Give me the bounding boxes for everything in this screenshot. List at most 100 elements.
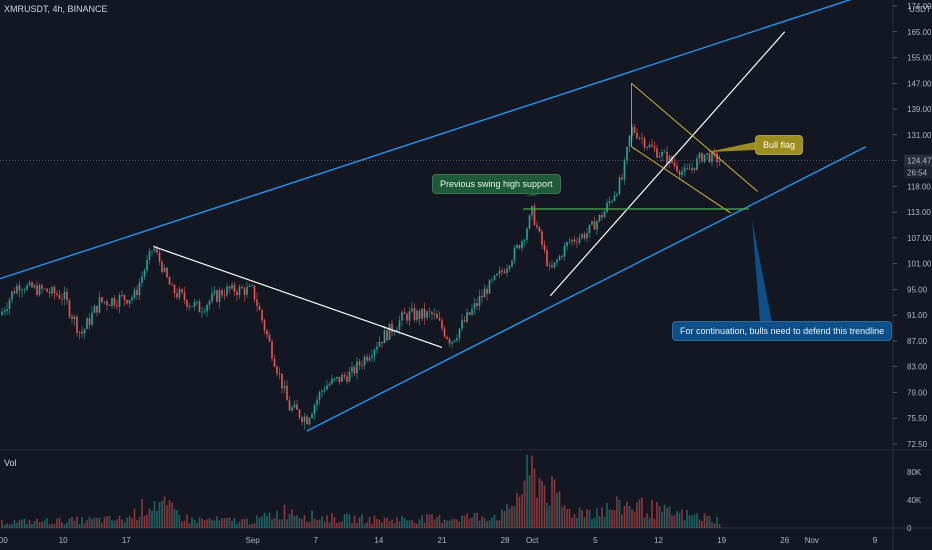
candle-body xyxy=(706,153,708,155)
volume-bar xyxy=(438,514,441,528)
candle-body xyxy=(323,389,326,391)
volume-bar xyxy=(243,519,246,528)
volume-bar xyxy=(228,517,231,528)
candle-body xyxy=(441,320,443,329)
candle-body xyxy=(626,146,628,161)
candle-body xyxy=(583,234,586,239)
price-tick-label: 101.00 xyxy=(907,260,932,269)
prev-swing-callout: Previous swing high support xyxy=(432,174,561,194)
candle-body xyxy=(298,409,301,418)
candle-body xyxy=(638,137,641,139)
volume-bar xyxy=(638,499,641,528)
candle-body xyxy=(648,144,651,148)
volume-bar xyxy=(508,508,511,528)
candle-body xyxy=(541,231,543,245)
volume-bar xyxy=(488,520,491,528)
candle-body xyxy=(228,286,231,289)
volume-bar xyxy=(251,523,253,528)
candle-body xyxy=(196,301,198,303)
price-tick-label: 83.00 xyxy=(907,363,928,372)
candle-body xyxy=(668,156,671,164)
price-tick-label: 155.00 xyxy=(907,54,932,63)
candle-body xyxy=(463,320,466,322)
volume-bar xyxy=(178,514,181,528)
volume-bar xyxy=(413,522,416,528)
volume-bar xyxy=(221,517,223,528)
volume-bar xyxy=(216,516,218,528)
candle-body xyxy=(243,288,246,295)
volume-bar xyxy=(231,520,233,528)
candle-body xyxy=(123,294,126,300)
volume-bar xyxy=(586,509,588,528)
volume-bar xyxy=(263,512,266,528)
candle-body xyxy=(433,313,436,315)
volume-bar xyxy=(141,499,143,528)
volume-bar xyxy=(236,523,238,528)
candle-body xyxy=(511,260,513,267)
candle-body xyxy=(543,244,546,251)
volume-bar xyxy=(253,523,256,528)
candle-body xyxy=(491,279,493,281)
volume-bar xyxy=(663,504,666,528)
candle-body xyxy=(563,246,566,257)
volume-bar xyxy=(571,517,573,528)
candle-body xyxy=(621,177,623,180)
time-tick-label: Oct xyxy=(526,536,539,545)
candle-body xyxy=(573,239,576,242)
volume-bar xyxy=(188,523,191,528)
price-unit-label: USDT xyxy=(909,5,931,14)
candle-body xyxy=(658,156,661,158)
volume-bar xyxy=(658,505,661,528)
candle-body xyxy=(508,266,511,269)
volume-bar xyxy=(461,515,463,528)
continuation-callout: For continuation, bulls need to defend t… xyxy=(672,321,893,341)
volume-bar xyxy=(336,522,338,528)
candle-body xyxy=(696,158,698,170)
candle-body xyxy=(363,356,366,366)
volume-bar xyxy=(11,523,13,528)
volume-bar xyxy=(111,520,113,528)
candle-body xyxy=(121,294,123,296)
candle-body xyxy=(688,169,691,170)
volume-bar xyxy=(651,499,653,528)
volume-bar xyxy=(591,518,593,528)
candle-body xyxy=(26,285,28,290)
current-price-box xyxy=(904,154,932,167)
candle-body xyxy=(636,132,638,139)
volume-bar xyxy=(631,509,633,528)
volume-bar xyxy=(476,512,478,528)
volume-bar xyxy=(608,509,611,528)
candle-body xyxy=(428,311,431,313)
volume-bar xyxy=(8,524,11,528)
candle-body xyxy=(453,340,456,342)
volume-bar xyxy=(233,518,236,528)
candle-body xyxy=(678,171,681,175)
volume-bar xyxy=(193,519,196,528)
candle-body xyxy=(693,167,696,170)
volume-bar xyxy=(143,515,146,528)
volume-bar xyxy=(713,523,716,528)
volume-bar xyxy=(61,522,63,528)
volume-bar xyxy=(393,523,396,528)
volume-bar xyxy=(466,513,468,528)
volume-bar xyxy=(341,521,343,528)
volume-bar xyxy=(156,510,158,528)
candle-body xyxy=(183,292,186,301)
volume-bar xyxy=(26,524,28,528)
candle-body xyxy=(448,338,451,344)
candle-body xyxy=(208,300,211,305)
volume-bar xyxy=(656,502,658,528)
candle-body xyxy=(291,407,293,411)
volume-bar xyxy=(346,513,348,528)
volume-bar xyxy=(321,516,323,528)
volume-bar xyxy=(641,497,643,528)
volume-bar xyxy=(256,515,258,528)
volume-label: Vol xyxy=(4,458,17,468)
price-tick-label: 113.00 xyxy=(907,208,931,217)
volume-bar xyxy=(186,514,188,528)
time-tick-label: 21 xyxy=(438,536,447,545)
volume-bar xyxy=(468,518,471,528)
volume-bar xyxy=(686,509,688,528)
volume-bar xyxy=(318,519,321,528)
